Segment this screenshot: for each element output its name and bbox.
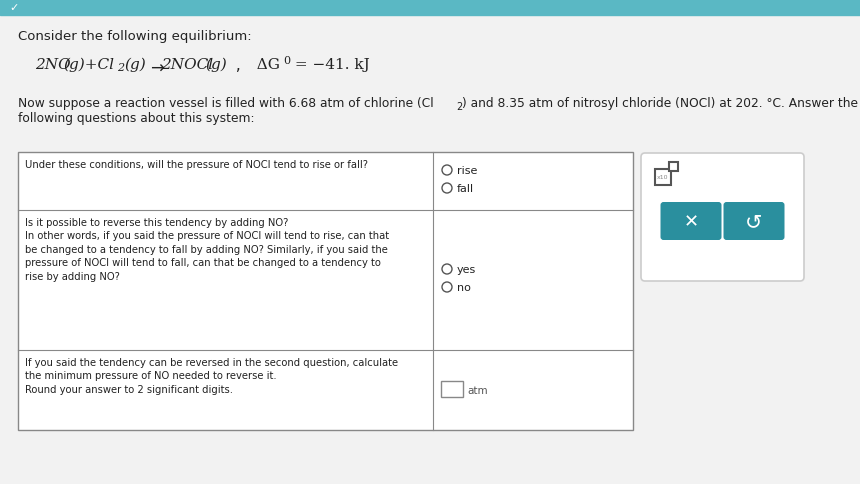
- Text: Under these conditions, will the pressure of NOCl tend to rise or fall?: Under these conditions, will the pressur…: [25, 160, 368, 170]
- Text: rise by adding NO?: rise by adding NO?: [25, 272, 120, 281]
- Text: x10: x10: [657, 175, 668, 180]
- Bar: [669, 163, 678, 172]
- Bar: [441, 381, 463, 397]
- Text: atm: atm: [467, 385, 488, 395]
- Text: Now suppose a reaction vessel is filled with 6.68 atm of chlorine (Cl: Now suppose a reaction vessel is filled …: [18, 97, 433, 110]
- Text: ✓: ✓: [9, 3, 19, 13]
- Text: be changed to a tendency to fall by adding NO? Similarly, if you said the: be changed to a tendency to fall by addi…: [25, 244, 388, 255]
- FancyBboxPatch shape: [660, 203, 722, 241]
- Text: Is it possible to reverse this tendency by adding NO?: Is it possible to reverse this tendency …: [25, 217, 288, 227]
- Text: ✕: ✕: [684, 212, 698, 230]
- Text: ) and 8.35 atm of nitrosyl chloride (NOCl) at 202. °C. Answer the: ) and 8.35 atm of nitrosyl chloride (NOC…: [462, 97, 858, 110]
- Text: In other words, if you said the pressure of NOCl will tend to rise, can that: In other words, if you said the pressure…: [25, 231, 389, 241]
- Text: (g): (g): [205, 58, 227, 72]
- Bar: [18, 152, 633, 430]
- Text: 2: 2: [456, 102, 463, 112]
- Text: Round your answer to 2 significant digits.: Round your answer to 2 significant digit…: [25, 384, 233, 394]
- Text: If you said the tendency can be reversed in the second question, calculate: If you said the tendency can be reversed…: [25, 357, 398, 367]
- Text: following questions about this system:: following questions about this system:: [18, 112, 255, 125]
- FancyBboxPatch shape: [641, 154, 804, 281]
- Text: 2NO: 2NO: [35, 58, 71, 72]
- Text: no: no: [457, 283, 471, 292]
- Text: $\rightarrow$: $\rightarrow$: [147, 58, 165, 76]
- Text: 2NOCl: 2NOCl: [161, 58, 213, 72]
- Text: 0: 0: [283, 56, 290, 66]
- Circle shape: [442, 166, 452, 176]
- Text: yes: yes: [457, 264, 476, 274]
- Text: = −41. kJ: = −41. kJ: [290, 58, 370, 72]
- Text: ↺: ↺: [746, 212, 763, 231]
- Circle shape: [442, 283, 452, 292]
- Text: fall: fall: [457, 183, 474, 194]
- Text: (g)+Cl: (g)+Cl: [63, 58, 114, 72]
- Text: ,: ,: [231, 58, 241, 73]
- Text: Consider the following equilibrium:: Consider the following equilibrium:: [18, 30, 252, 43]
- Text: pressure of NOCl will tend to fall, can that be changed to a tendency to: pressure of NOCl will tend to fall, can …: [25, 258, 381, 268]
- Bar: [0, 0, 860, 16]
- Circle shape: [442, 264, 452, 274]
- FancyBboxPatch shape: [723, 203, 784, 241]
- Text: ΔG: ΔG: [247, 58, 280, 72]
- Text: the minimum pressure of NO needed to reverse it.: the minimum pressure of NO needed to rev…: [25, 371, 277, 381]
- Text: rise: rise: [457, 166, 477, 176]
- Circle shape: [442, 183, 452, 194]
- Bar: [655, 170, 671, 186]
- Text: (g): (g): [124, 58, 145, 72]
- Text: 2: 2: [117, 63, 124, 73]
